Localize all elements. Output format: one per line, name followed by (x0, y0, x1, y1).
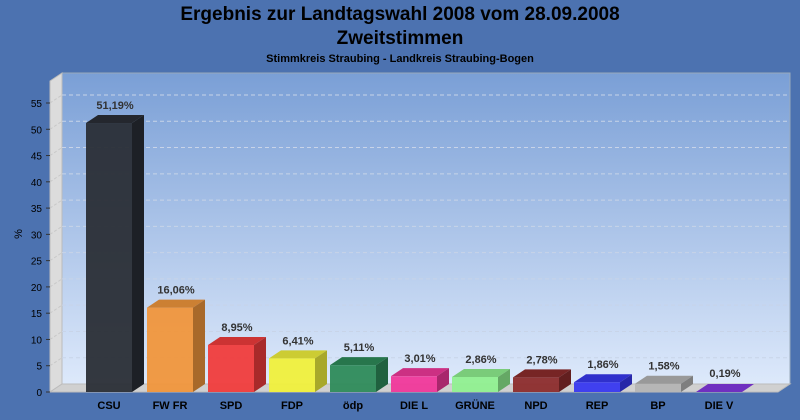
data-label: 6,41% (282, 335, 313, 347)
data-label: 8,95% (221, 322, 252, 334)
chart-title: Ergebnis zur Landtagswahl 2008 vom 28.09… (180, 4, 620, 25)
bar (574, 382, 620, 392)
x-tick-label: CSU (97, 400, 120, 412)
gridline-side (49, 147, 63, 156)
data-label: 16,06% (157, 285, 195, 297)
gridline-side (49, 173, 63, 183)
y-tick-label: 55 (31, 99, 43, 110)
chart-subtitle: Zweitstimmen (336, 28, 464, 49)
bar-top (269, 350, 327, 359)
y-tick-label: 45 (31, 152, 43, 163)
gridline-side (49, 94, 63, 104)
bar-side (559, 369, 571, 392)
bar (86, 123, 132, 392)
bar-side (193, 299, 205, 392)
x-tick-label: DIE V (705, 400, 734, 412)
y-tick-label: 20 (31, 283, 43, 294)
y-tick-label: 5 (36, 362, 42, 373)
y-tick-label: 0 (36, 388, 42, 399)
bar (330, 365, 376, 392)
x-tick-label: GRÜNE (455, 399, 495, 412)
bar-side (132, 115, 144, 392)
data-label: 51,19% (96, 100, 134, 112)
bar-side (315, 350, 327, 392)
bar-side (254, 336, 266, 392)
gridline-side (49, 252, 63, 262)
bar (391, 376, 437, 392)
x-tick-label: FDP (281, 400, 303, 412)
x-tick-label: NPD (524, 400, 547, 412)
bar-side (620, 374, 632, 392)
data-label: 1,58% (648, 361, 679, 373)
data-label: 0,19% (709, 368, 740, 380)
x-tick-label: BP (650, 400, 665, 412)
bar-top (147, 299, 205, 308)
gridline-side (49, 199, 63, 209)
bar (696, 384, 754, 392)
gridline-side (49, 225, 63, 235)
data-label: 2,78% (526, 354, 557, 366)
data-label: 2,86% (465, 354, 496, 366)
x-tick-label: DIE L (400, 400, 428, 412)
data-label: 5,11% (344, 342, 375, 354)
x-tick-label: REP (586, 400, 609, 412)
bar-top (452, 368, 510, 377)
gridline-side (49, 120, 63, 130)
bar (147, 307, 193, 392)
bar-side (681, 375, 693, 392)
bar-top (391, 368, 449, 377)
bar (208, 344, 254, 392)
bar-top (208, 336, 266, 345)
y-tick-label: 15 (31, 309, 43, 320)
x-tick-label: ödp (343, 400, 363, 412)
y-tick-label: 35 (31, 204, 43, 215)
y-tick-label: 25 (31, 257, 43, 268)
bar (635, 383, 681, 392)
bar-side (376, 357, 388, 392)
bar-top (513, 369, 571, 378)
bar (513, 377, 559, 392)
gridline-side (49, 278, 63, 288)
bar-side (498, 368, 510, 392)
chart-caption: Stimmkreis Straubing - Landkreis Straubi… (266, 53, 534, 65)
x-tick-label: FW FR (153, 400, 188, 412)
data-label: 3,01% (404, 353, 435, 365)
x-tick-label: SPD (220, 400, 243, 412)
bar-top (330, 357, 388, 366)
left-wall (49, 72, 63, 393)
y-tick-label: 10 (31, 335, 43, 346)
bar-top (574, 374, 632, 383)
y-axis-label: % (13, 229, 25, 239)
data-label: 1,86% (587, 359, 618, 371)
y-tick-label: 40 (31, 178, 43, 189)
bar-side (437, 368, 449, 392)
gridline-side (49, 304, 63, 314)
y-tick-label: 50 (31, 125, 43, 136)
y-tick-label: 30 (31, 230, 43, 241)
gridline-side (49, 331, 63, 340)
bar (452, 376, 498, 392)
bar (269, 358, 315, 392)
bar-top (635, 375, 693, 384)
bar-top (86, 115, 144, 124)
gridline-side (49, 357, 63, 367)
